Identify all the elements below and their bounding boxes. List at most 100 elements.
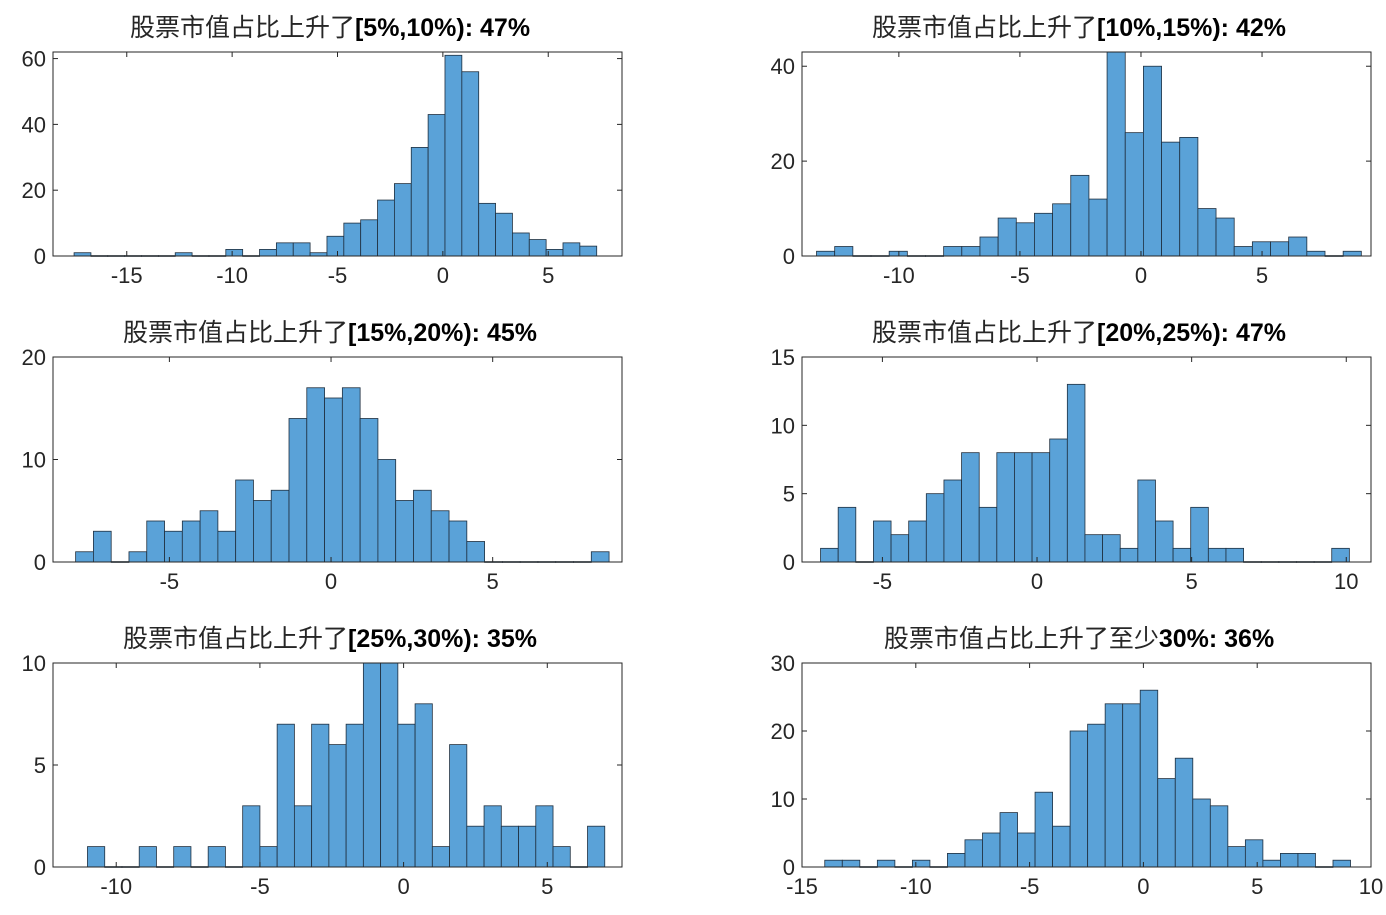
- panel-1-ytick-label: 40: [22, 112, 46, 137]
- panel-6-bar-1: [824, 859, 843, 868]
- panel-2-bar-21: [1179, 136, 1199, 257]
- panel-4-bar-1: [820, 547, 839, 563]
- panel-2-bar-22: [1197, 208, 1217, 257]
- panel-6-xtick-label: -15: [786, 874, 818, 899]
- panel-3-bar-4: [128, 551, 148, 563]
- panel-5-bar-30: [587, 825, 606, 868]
- panel-6-ticks: -15 -10 -5 0 5 10 0 10 20 30: [771, 651, 1384, 899]
- panel-4-bar-15: [1066, 383, 1086, 563]
- panel-5-bar-8: [207, 846, 226, 868]
- panel-6-bar-9: [964, 839, 983, 868]
- panel-2-bar-8: [943, 246, 963, 257]
- panel-2-bar-16: [1088, 198, 1108, 257]
- panel-5-bar-24: [483, 805, 502, 868]
- panel-5-bar-14: [311, 723, 330, 868]
- panel-4-ytick-label: 10: [771, 413, 795, 438]
- panel-1-bar-28: [528, 239, 547, 257]
- panel-6-xtick-label: -10: [900, 874, 932, 899]
- panel-6-bar-22: [1192, 798, 1211, 868]
- panel-1-xtick-label: 0: [437, 263, 449, 288]
- panel-6-bar-8: [947, 853, 966, 868]
- panel-1-bar-25: [478, 202, 496, 257]
- panel-3-bar-18: [377, 459, 397, 563]
- panel-2-bar-25: [1251, 241, 1271, 257]
- panel-1-bar-16: [326, 235, 345, 257]
- panel-1-bar-20: [393, 183, 412, 257]
- histogram-panel-3: 股票市值占比上升了[15%,20%): 45% -5 0 5 0 10 20: [22, 319, 623, 594]
- panel-4-bar-24: [1225, 547, 1244, 563]
- panel-3-ytick-label: 0: [34, 550, 46, 575]
- panel-1-bar-30: [562, 242, 581, 257]
- panel-6-title: 股票市值占比上升了至少30%: 36%: [884, 625, 1274, 653]
- panel-2-xtick-label: 0: [1135, 263, 1147, 288]
- panel-4-bar-23: [1207, 547, 1227, 563]
- panel-1-xtick-label: 5: [542, 263, 554, 288]
- panel-4-bar-2: [837, 506, 857, 563]
- panel-5-xtick-label: -5: [250, 874, 270, 899]
- panel-5-xtick-label: 5: [541, 874, 553, 899]
- panel-3-bar-7: [181, 520, 201, 563]
- panel-6-xtick-label: 10: [1359, 874, 1383, 899]
- panel-1-bar-14: [292, 242, 311, 257]
- panel-4-bar-17: [1102, 534, 1121, 563]
- panel-3-bar-5: [146, 520, 165, 563]
- panel-1-bar-12: [259, 249, 277, 257]
- panel-4-bar-19: [1137, 479, 1156, 563]
- panel-6-bar-24: [1227, 846, 1246, 868]
- panel-6-bar-17: [1104, 703, 1124, 868]
- panel-5-bar-18: [380, 662, 399, 868]
- panel-1-bar-10: [225, 249, 244, 257]
- panel-1-bar-23: [444, 54, 463, 257]
- panel-3-ticks: -5 0 5 0 10 20: [22, 345, 622, 594]
- panel-3-bar-20: [413, 489, 432, 563]
- panel-4-ytick-label: 5: [783, 482, 795, 507]
- panel-6-ytick-label: 10: [771, 787, 795, 812]
- panel-5-ytick-label: 0: [34, 855, 46, 880]
- panel-5-bar-13: [293, 805, 313, 868]
- panel-3-bar-22: [448, 520, 468, 563]
- panel-2-bar-19: [1143, 65, 1162, 257]
- panel-2-bar-20: [1161, 141, 1181, 257]
- panel-4-bar-5: [890, 534, 910, 563]
- panel-6-bar-14: [1052, 825, 1071, 868]
- panel-5-bar-22: [449, 744, 468, 868]
- panel-2-bar-23: [1215, 217, 1235, 257]
- panel-4-xtick-label: 10: [1334, 569, 1358, 594]
- panel-5-bar-17: [362, 662, 381, 868]
- panel-4-bar-8: [943, 479, 962, 563]
- panel-6-bar-4: [876, 859, 896, 868]
- panel-1-ytick-label: 60: [22, 47, 46, 72]
- panel-2-xtick-label: 5: [1256, 263, 1268, 288]
- panel-6-bars: [824, 689, 1351, 868]
- panel-2-bar-11: [997, 217, 1017, 257]
- panel-4-bars: [820, 383, 1350, 563]
- panel-4-bar-18: [1119, 547, 1139, 563]
- panel-6-bar-26: [1262, 859, 1281, 868]
- panel-1-bar-27: [512, 232, 530, 257]
- panel-3-bar-13: [288, 418, 308, 563]
- panel-2-bar-30: [1342, 250, 1362, 257]
- panel-3-bar-15: [324, 397, 343, 563]
- panel-4-ticks: -5 0 5 10 0 5 10 15: [771, 345, 1371, 594]
- panel-6-bar-2: [841, 859, 861, 868]
- panel-6-bar-25: [1244, 839, 1264, 868]
- panel-4-ytick-label: 15: [771, 345, 795, 370]
- panel-1-bar-18: [360, 219, 378, 257]
- panel-4-bar-12: [1014, 452, 1033, 563]
- panel-2-bar-14: [1052, 203, 1072, 257]
- panel-1-bar-13: [275, 242, 294, 257]
- panel-6-bar-21: [1174, 757, 1194, 868]
- panel-1-ytick-label: 20: [22, 178, 46, 203]
- panel-1-bar-19: [377, 199, 395, 257]
- panel-6-bar-20: [1157, 778, 1176, 868]
- panel-5-bar-20: [414, 703, 433, 868]
- panel-3-xtick-label: -5: [160, 569, 180, 594]
- panel-6-ytick-label: 0: [783, 855, 795, 880]
- panel-3-bar-17: [359, 418, 379, 563]
- panel-5-ticks: -10 -5 0 5 0 5 10: [22, 651, 622, 899]
- panel-3-bar-23: [466, 541, 486, 563]
- panel-2-axes-frame: [801, 51, 1372, 257]
- panel-6-bar-30: [1332, 859, 1351, 868]
- panel-6-bar-10: [982, 832, 1001, 868]
